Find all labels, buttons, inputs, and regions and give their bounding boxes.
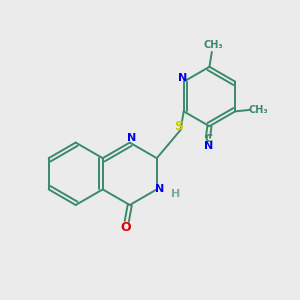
Text: S: S xyxy=(174,120,183,133)
Text: CH₃: CH₃ xyxy=(249,105,268,115)
Text: N: N xyxy=(127,133,136,143)
Text: O: O xyxy=(121,221,131,234)
Text: N: N xyxy=(178,73,187,83)
Text: H: H xyxy=(172,189,181,199)
Text: CH₃: CH₃ xyxy=(203,40,223,50)
Text: C: C xyxy=(205,134,213,144)
Text: N: N xyxy=(204,141,213,151)
Text: N: N xyxy=(155,184,164,194)
